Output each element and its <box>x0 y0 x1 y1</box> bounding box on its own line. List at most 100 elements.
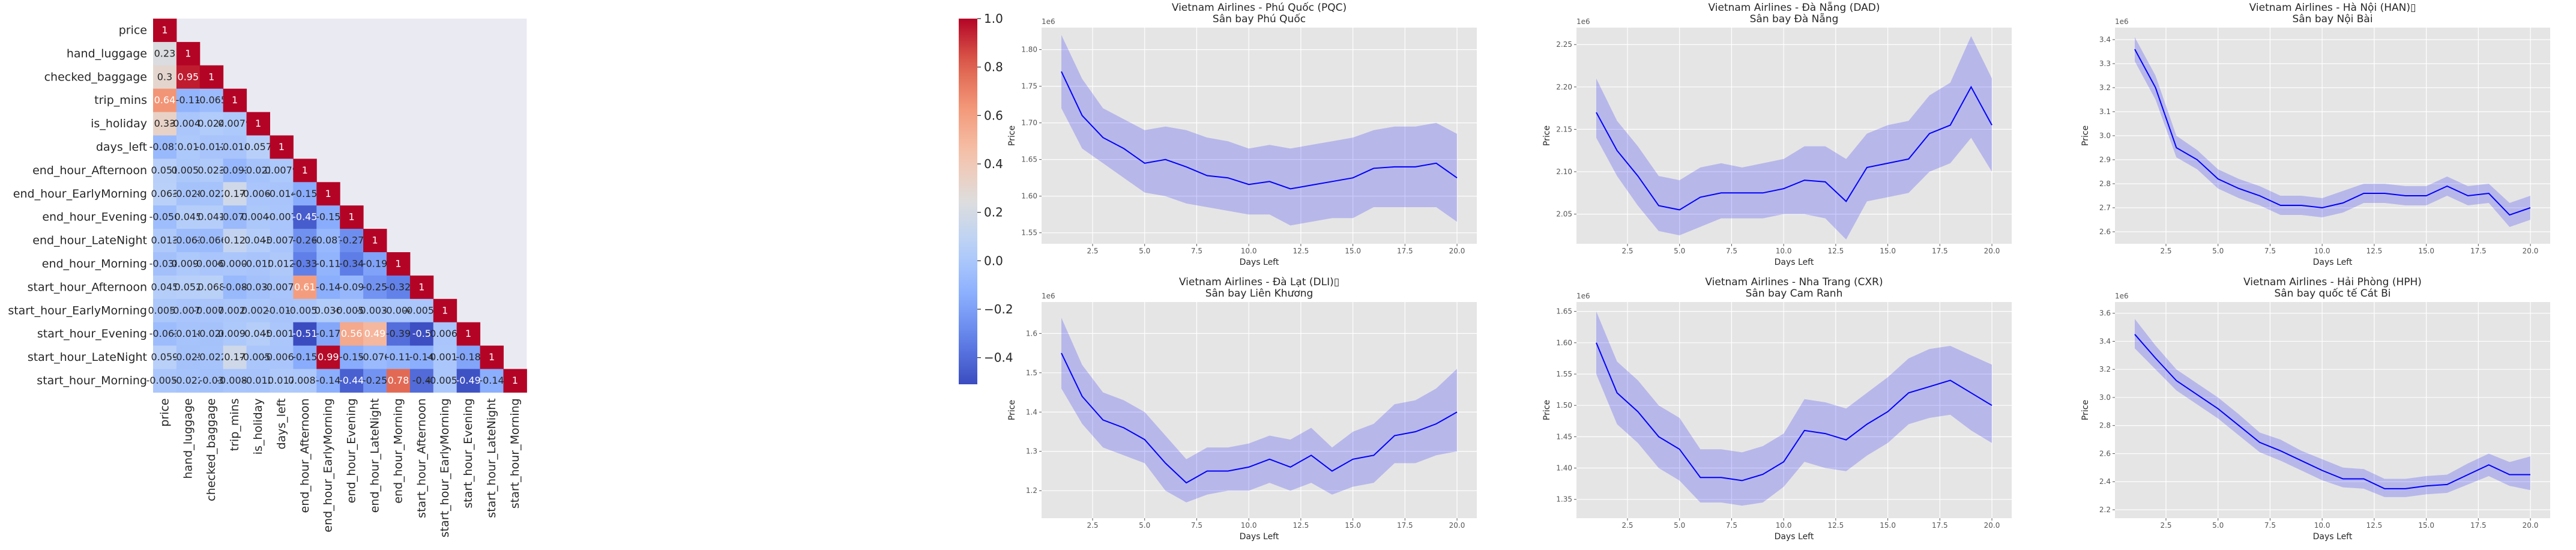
heatmap-cell <box>176 41 201 66</box>
heatmap-cell-value: 1 <box>372 235 378 246</box>
heatmap-cell <box>293 182 317 206</box>
axis-offset-label: 1e6 <box>2115 17 2129 26</box>
heatmap-cell-value: -0.026 <box>196 328 227 339</box>
heatmap-cell-value: -0.0063 <box>193 258 230 269</box>
heatmap-cell <box>246 159 270 183</box>
heatmap-cell <box>223 135 247 159</box>
axis-offset-label: 1e6 <box>1576 292 1590 300</box>
colorbar-tick-label: −0.2 <box>984 302 1013 316</box>
heatmap-row-label: days_left <box>96 141 147 154</box>
heatmap-cell <box>433 345 457 369</box>
heatmap-cell <box>153 229 177 253</box>
heatmap-cell-value: -0.0031 <box>357 304 394 316</box>
x-tick-label: 5.0 <box>1674 521 1685 530</box>
heatmap-cell <box>270 369 294 393</box>
heatmap-cell-value: -0.0072 <box>169 304 207 316</box>
y-tick-label: 1.45 <box>1556 432 1572 441</box>
heatmap-cell <box>316 252 340 276</box>
heatmap-cell-value: -0.038 <box>149 258 181 269</box>
heatmap-cell <box>387 298 411 323</box>
x-tick-label: 12.5 <box>1828 521 1844 530</box>
heatmap-cell-value: -0.021 <box>243 165 274 176</box>
heatmap-row-label: end_hour_Morning <box>42 257 147 270</box>
heatmap-cell-value: -0.022 <box>196 351 227 363</box>
heatmap-cell <box>363 229 387 253</box>
series-line <box>1596 342 1992 482</box>
heatmap-cell <box>480 345 504 369</box>
y-tick-label: 1.65 <box>1556 307 1572 316</box>
y-tick-label: 3.2 <box>2099 83 2111 92</box>
heatmap-cell <box>503 369 527 393</box>
colorbar-tick-label: −0.4 <box>984 351 1013 365</box>
heatmap-cell-value: -0.0073 <box>193 304 230 316</box>
x-tick-label: 15.0 <box>1345 521 1361 530</box>
x-tick-label: 15.0 <box>2418 521 2434 530</box>
heatmap-cell-value: -0.39 <box>386 328 411 339</box>
x-tick-label: 7.5 <box>2264 521 2276 530</box>
heatmap-cell <box>340 369 364 393</box>
heatmap-cell <box>199 159 224 183</box>
heatmap-cell-value: -0.33 <box>292 258 317 269</box>
heatmap-cell <box>199 135 224 159</box>
heatmap-cell <box>223 298 247 323</box>
line-chart-panel: 2.5 5.0 7.5 10.0 12.5 15.0 17.5 20.0 2.6 2.7 2.8 2.… <box>2081 2 2550 267</box>
heatmap-cell-value: -0.063 <box>149 328 181 339</box>
heatmap-cell <box>270 345 294 369</box>
heatmap-cell-value: -0.0016 <box>263 328 300 339</box>
heatmap-cell <box>409 345 434 369</box>
heatmap-cell <box>340 205 364 229</box>
heatmap-cell-value: 0.045 <box>174 211 202 223</box>
heatmap-cell <box>199 369 224 393</box>
heatmap-cell-value: 1 <box>489 351 495 363</box>
heatmap-cell-value: 0.045 <box>151 281 179 292</box>
heatmap-cell <box>199 252 224 276</box>
y-axis-label: Price <box>1007 125 1017 146</box>
heatmap-cell <box>223 88 247 113</box>
heatmap-cell-value: 0.17 <box>224 351 246 363</box>
heatmap-cell-value: -0.093 <box>219 165 250 176</box>
heatmap-cell-value: -0.0072 <box>263 281 300 292</box>
heatmap-cell-value: 0.068 <box>198 281 225 292</box>
heatmap-cell <box>199 65 224 89</box>
heatmap-cell <box>176 275 201 300</box>
heatmap-cell <box>153 275 177 300</box>
heatmap-cell <box>270 229 294 253</box>
chart-title: Vietnam Airlines - Đà Nẵng (DAD) <box>1709 1 1880 14</box>
y-tick-label: 2.8 <box>2099 422 2111 430</box>
colorbar-tick-label: 0.6 <box>984 108 1003 122</box>
heatmap-cell-value: 0.33 <box>154 118 176 129</box>
heatmap-cell <box>480 369 504 393</box>
y-tick-label: 3.4 <box>2099 35 2111 44</box>
heatmap-cell-value: -0.03 <box>199 375 224 386</box>
heatmap-cell <box>199 322 224 346</box>
line-chart-panel: 2.5 5.0 7.5 10.0 12.5 15.0 17.5 20.0 1.55 1.60 1.6… <box>1007 1 1477 267</box>
y-tick-label: 1.50 <box>1556 401 1572 409</box>
y-tick-label: 3.1 <box>2099 107 2111 116</box>
heatmap-cell <box>153 369 177 393</box>
x-tick-label: 12.5 <box>2366 521 2383 530</box>
heatmap-cell-value: -0.056 <box>149 211 181 223</box>
x-tick-label: 20.0 <box>1449 247 1465 255</box>
y-axis-label: Price <box>2081 125 2090 146</box>
x-axis-label: Days Left <box>1240 258 1279 267</box>
heatmap-cell <box>270 322 294 346</box>
heatmap-cell-value: 0.23 <box>154 47 176 59</box>
series-line <box>1061 352 1458 484</box>
heatmap-cell-value: -0.0061 <box>263 351 300 363</box>
heatmap-cell-value: 0.0079 <box>218 118 252 129</box>
chart-subtitle: Sân bay Đà Nẵng <box>1750 13 1839 25</box>
heatmap-cell-value: -0.32 <box>386 281 411 292</box>
heatmap-cell-value: -0.25 <box>363 375 387 386</box>
heatmap-cell-value: 0.013 <box>151 235 179 246</box>
x-tick-label: 2.5 <box>1087 521 1098 530</box>
heatmap-cell <box>433 369 457 393</box>
heatmap-cell-value: 0.64 <box>154 94 176 106</box>
heatmap-cell-value: -0.014 <box>219 141 250 153</box>
chart-subtitle: Sân bay Nội Bài <box>2292 13 2372 25</box>
x-tick-label: 10.0 <box>1776 247 1792 255</box>
heatmap-cell <box>340 252 364 276</box>
y-tick-label: 2.6 <box>2099 449 2111 458</box>
heatmap-row-label: end_hour_Afternoon <box>32 164 147 177</box>
heatmap-cell <box>270 205 294 229</box>
heatmap-cell-value: -0.018 <box>173 328 204 339</box>
